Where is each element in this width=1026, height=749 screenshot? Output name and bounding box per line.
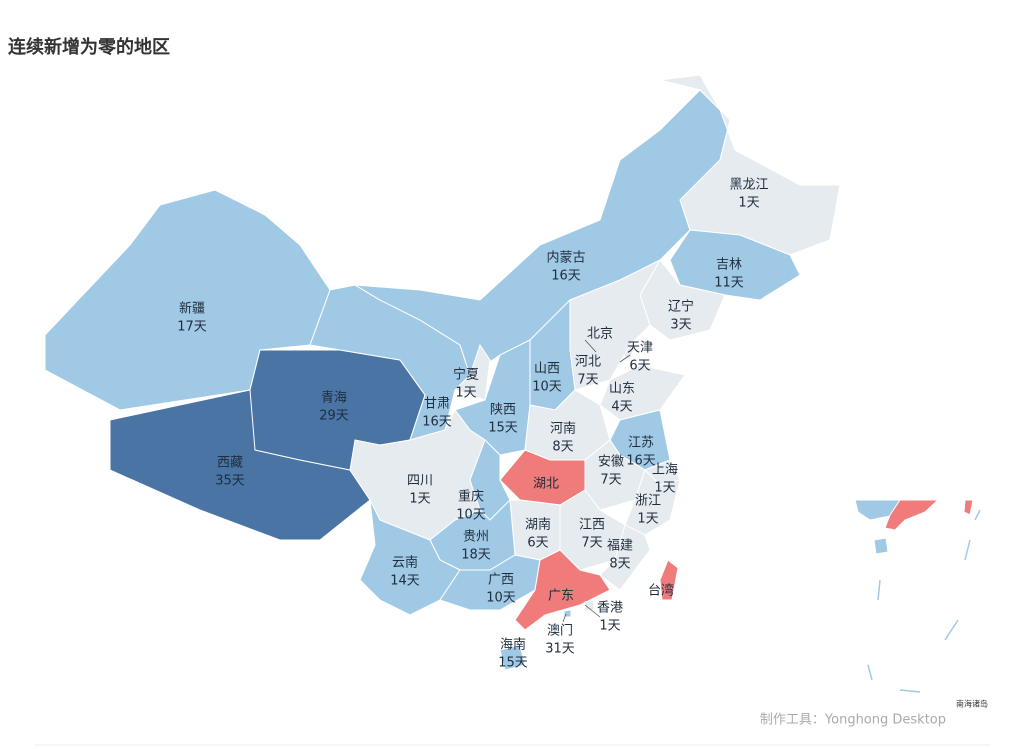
region-value: 8天 <box>609 557 630 572</box>
source: 制作工具：Yonghong Desktop <box>760 713 946 728</box>
region-value: 6天 <box>527 536 548 551</box>
region-name: 湖北 <box>533 477 559 492</box>
region-value: 1天 <box>599 619 620 634</box>
region-value: 1天 <box>455 386 476 401</box>
leader-line <box>562 339 631 623</box>
regions <box>44 74 841 671</box>
inset-land <box>873 537 889 555</box>
region-value: 10天 <box>456 508 486 523</box>
region-name: 宁夏 <box>453 367 479 383</box>
region-name: 香港 <box>597 601 623 616</box>
region-value: 1天 <box>654 481 675 496</box>
region-name: 广东 <box>548 589 574 604</box>
region-name: 天津 <box>627 341 653 356</box>
region-value: 17天 <box>177 320 207 335</box>
region-name: 山东 <box>609 382 635 397</box>
region-name: 内蒙古 <box>546 250 585 266</box>
region-name: 河北 <box>575 355 601 370</box>
region-name: 青海 <box>321 391 347 406</box>
region-value: 6天 <box>629 359 650 374</box>
region-name: 甘肃 <box>424 397 450 412</box>
region-name: 浙江 <box>635 494 661 509</box>
region-value: 31天 <box>545 642 575 657</box>
inset-label: 南海诸岛 <box>956 699 988 709</box>
region-value: 1天 <box>738 196 759 211</box>
region-value: 3天 <box>670 318 691 333</box>
region <box>454 343 491 401</box>
region-value: 16天 <box>422 415 452 430</box>
region-value: 7天 <box>600 473 621 488</box>
inset-land <box>884 499 940 531</box>
region-name: 黑龙江 <box>729 178 768 193</box>
region-value: 7天 <box>581 536 602 551</box>
region-name: 广西 <box>488 573 514 588</box>
region-name: 江苏 <box>628 435 654 451</box>
region-value: 16天 <box>551 269 581 284</box>
region-name: 湖南 <box>525 517 551 533</box>
region-value: 14天 <box>390 574 420 589</box>
region-name: 西藏 <box>217 456 243 471</box>
region-value: 7天 <box>577 373 598 388</box>
region-value: 1天 <box>637 512 658 527</box>
region-value: 15天 <box>488 421 518 436</box>
inset-land <box>963 499 974 516</box>
region-name: 江西 <box>579 518 605 533</box>
region-name: 辽宁 <box>668 299 694 315</box>
region-value: 10天 <box>486 591 516 606</box>
region-name: 福建 <box>607 539 633 554</box>
region-value: 11天 <box>714 276 744 291</box>
region <box>669 229 801 301</box>
region-value: 18天 <box>461 548 491 563</box>
region-name: 安徽 <box>598 455 624 470</box>
labels: 新疆17天西藏35天青海29天甘肃16天内蒙古16天黑龙江1天吉林11天辽宁3天… <box>177 178 768 671</box>
region <box>514 549 611 631</box>
region-name: 澳门 <box>547 623 573 639</box>
region-name: 海南 <box>500 637 526 653</box>
region-value: 29天 <box>319 409 349 424</box>
region <box>584 599 595 612</box>
region-name: 上海 <box>652 463 678 478</box>
region-name: 重庆 <box>458 489 484 505</box>
region-name: 吉林 <box>716 258 742 273</box>
region-name: 云南 <box>392 555 418 571</box>
inset-border <box>867 509 981 693</box>
region-name: 北京 <box>587 327 613 342</box>
inset-land <box>854 499 901 521</box>
region-name: 河南 <box>550 421 576 437</box>
region-name: 陕西 <box>490 403 516 418</box>
region-name: 台湾 <box>648 583 674 599</box>
region-name: 山西 <box>534 362 560 377</box>
region-value: 15天 <box>498 656 528 671</box>
region-value: 8天 <box>552 440 573 455</box>
title: 连续新增为零的地区 <box>8 36 170 58</box>
region-name: 新疆 <box>179 301 205 317</box>
region <box>499 644 526 671</box>
region-value: 4天 <box>611 400 632 415</box>
region-value: 16天 <box>626 454 656 469</box>
south-sea-inset: 南海诸岛 <box>854 499 988 709</box>
region-name: 四川 <box>407 474 433 489</box>
region <box>659 74 841 256</box>
region-value: 35天 <box>215 474 245 489</box>
region <box>659 559 679 601</box>
region-value: 10天 <box>532 380 562 395</box>
region-value: 1天 <box>409 492 430 507</box>
region-name: 贵州 <box>463 530 489 545</box>
